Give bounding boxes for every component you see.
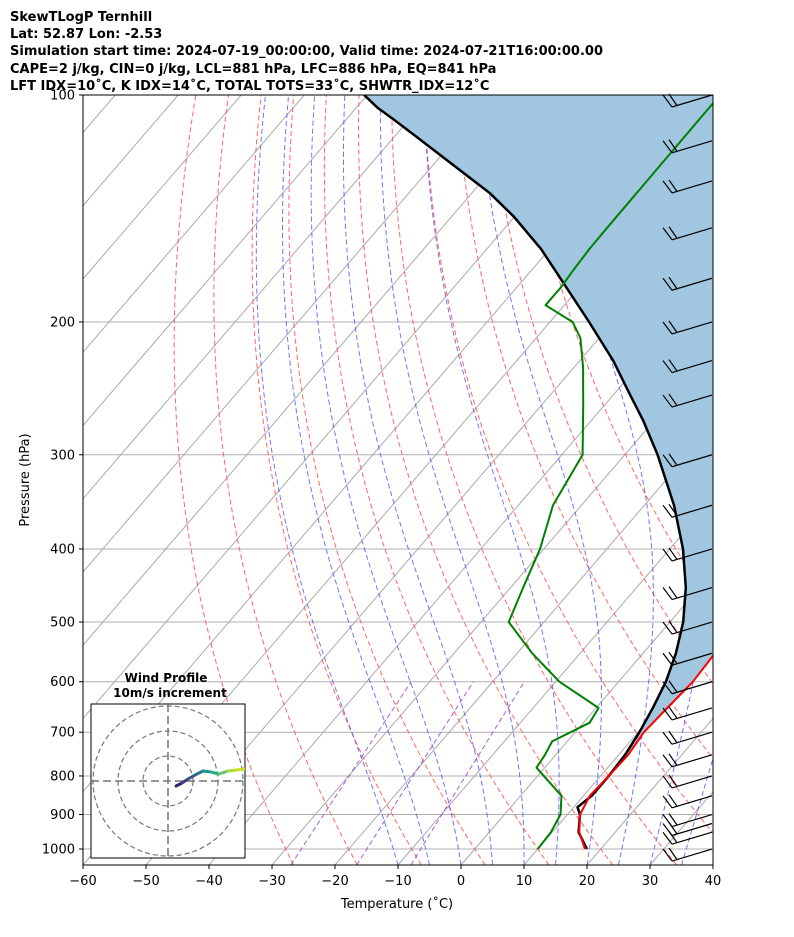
y-tick-label: 100	[50, 89, 75, 104]
wind-barb	[662, 794, 713, 809]
y-tick-label: 900	[50, 808, 75, 823]
hodograph-title: Wind Profile	[125, 671, 208, 685]
wind-barb	[662, 651, 713, 666]
header: SkewTLogP Ternhill Lat: 52.87 Lon: -2.53…	[10, 9, 603, 95]
wind-barb	[662, 847, 713, 862]
wind-barb	[662, 276, 713, 291]
isotherm-line	[523, 644, 713, 865]
x-tick-label: −50	[132, 874, 159, 889]
wind-barb	[662, 620, 713, 635]
isotherm-line	[83, 95, 557, 646]
isotherm-line	[712, 864, 713, 865]
isotherm-line	[271, 351, 713, 865]
dry-adiabat-line	[173, 95, 294, 865]
wind-barb	[662, 139, 713, 154]
time-line: Simulation start time: 2024-07-19_00:00:…	[10, 44, 603, 60]
y-tick-label: 600	[50, 675, 75, 690]
isotherm-line	[83, 95, 431, 500]
moist-adiabat-line	[712, 863, 713, 865]
isotherm-line	[83, 95, 305, 353]
dry-adiabat-line	[288, 95, 486, 865]
isotherm-line	[776, 95, 794, 865]
dry-adiabat-line	[213, 95, 358, 865]
x-tick-label: 30	[642, 874, 659, 889]
chart-title: SkewTLogP Ternhill	[10, 10, 153, 25]
axes: −60 −50 −40 −30 −20 −10 0 10 20 30 40 100 200 300 400 5…	[42, 89, 721, 890]
isotherm-line	[208, 278, 713, 865]
isotherm-line	[83, 95, 368, 427]
y-tick-label: 300	[50, 448, 75, 463]
moist-adiabat-line	[477, 95, 602, 865]
x-axis-label: Temperature (˚C)	[340, 896, 453, 912]
dewpoint-line	[507, 101, 713, 850]
indices-line: LFT IDX=10˚C, K IDX=14˚C, TOTAL TOTS=33˚…	[10, 78, 490, 94]
wind-barb	[662, 547, 713, 562]
x-tick-label: −60	[69, 874, 96, 889]
dry-adiabat-line	[783, 95, 794, 865]
isotherm-line	[397, 497, 713, 865]
moist-adiabat-line	[379, 95, 525, 865]
x-tick-label: −30	[258, 874, 285, 889]
y-tick-label: 700	[50, 726, 75, 741]
cape-area	[364, 95, 713, 796]
y-tick-label: 500	[50, 616, 75, 631]
hodograph-trace	[217, 769, 230, 776]
wind-barb	[662, 706, 713, 721]
mixing-ratio-line	[290, 681, 412, 865]
dry-adiabat-line	[323, 95, 550, 865]
dry-adiabat-line	[751, 95, 794, 865]
wind-barb	[662, 680, 713, 695]
wind-barb	[662, 730, 713, 745]
isotherm-line	[83, 95, 620, 720]
y-tick-label: 200	[50, 315, 75, 330]
x-tick-label: −20	[321, 874, 348, 889]
x-tick-label: 0	[457, 874, 465, 889]
hodograph-trace	[234, 767, 245, 772]
mixing-ratio-line	[410, 681, 525, 865]
wind-barb	[662, 179, 713, 194]
hodograph-subtitle: 10m/s increment	[113, 686, 227, 700]
dry-adiabat-line	[391, 95, 678, 865]
wind-barb	[662, 453, 713, 468]
dry-adiabat-line	[456, 95, 713, 760]
wind-barb	[662, 774, 713, 789]
cape-shading	[364, 95, 713, 796]
isotherm-line	[460, 571, 713, 865]
wind-barb	[662, 393, 713, 408]
x-tick-label: 20	[579, 874, 596, 889]
x-tick-label: 10	[516, 874, 533, 889]
hodograph-inset: Wind Profile 10m/s increment	[90, 671, 246, 859]
moist-adiabat-line	[255, 95, 399, 865]
x-tick-label: −40	[195, 874, 222, 889]
wind-barb	[662, 586, 713, 601]
wind-barbs	[662, 93, 713, 862]
wind-barb	[662, 320, 713, 335]
y-tick-label: 400	[50, 542, 75, 557]
wind-barb	[662, 93, 713, 108]
x-tick-label: −10	[384, 874, 411, 889]
isotherm-line	[83, 95, 494, 573]
temperature-line	[578, 654, 713, 850]
wind-barb	[662, 813, 713, 828]
moist-adiabat-line	[547, 95, 654, 865]
wind-barb	[662, 753, 713, 768]
y-axis-label: Pressure (hPa)	[18, 433, 33, 526]
dry-adiabat-line	[357, 95, 614, 865]
wind-barb	[662, 359, 713, 374]
dry-adiabat-line	[718, 95, 794, 865]
dry-adiabat-line	[251, 95, 422, 865]
cape-line: CAPE=2 j/kg, CIN=0 j/kg, LCL=881 hPa, LF…	[10, 61, 497, 77]
moist-adiabat-line	[343, 95, 493, 865]
profiles	[363, 95, 713, 850]
mixing-ratio-line	[356, 681, 474, 865]
dry-adiabat-line	[521, 95, 713, 609]
isotherm-line	[83, 95, 242, 280]
wind-barb	[662, 226, 713, 241]
wind-barb	[662, 503, 713, 518]
x-tick-label: 40	[705, 874, 722, 889]
y-tick-label: 800	[50, 769, 75, 784]
location-line: Lat: 52.87 Lon: -2.53	[10, 27, 163, 43]
y-tick-label: 1000	[42, 843, 75, 858]
